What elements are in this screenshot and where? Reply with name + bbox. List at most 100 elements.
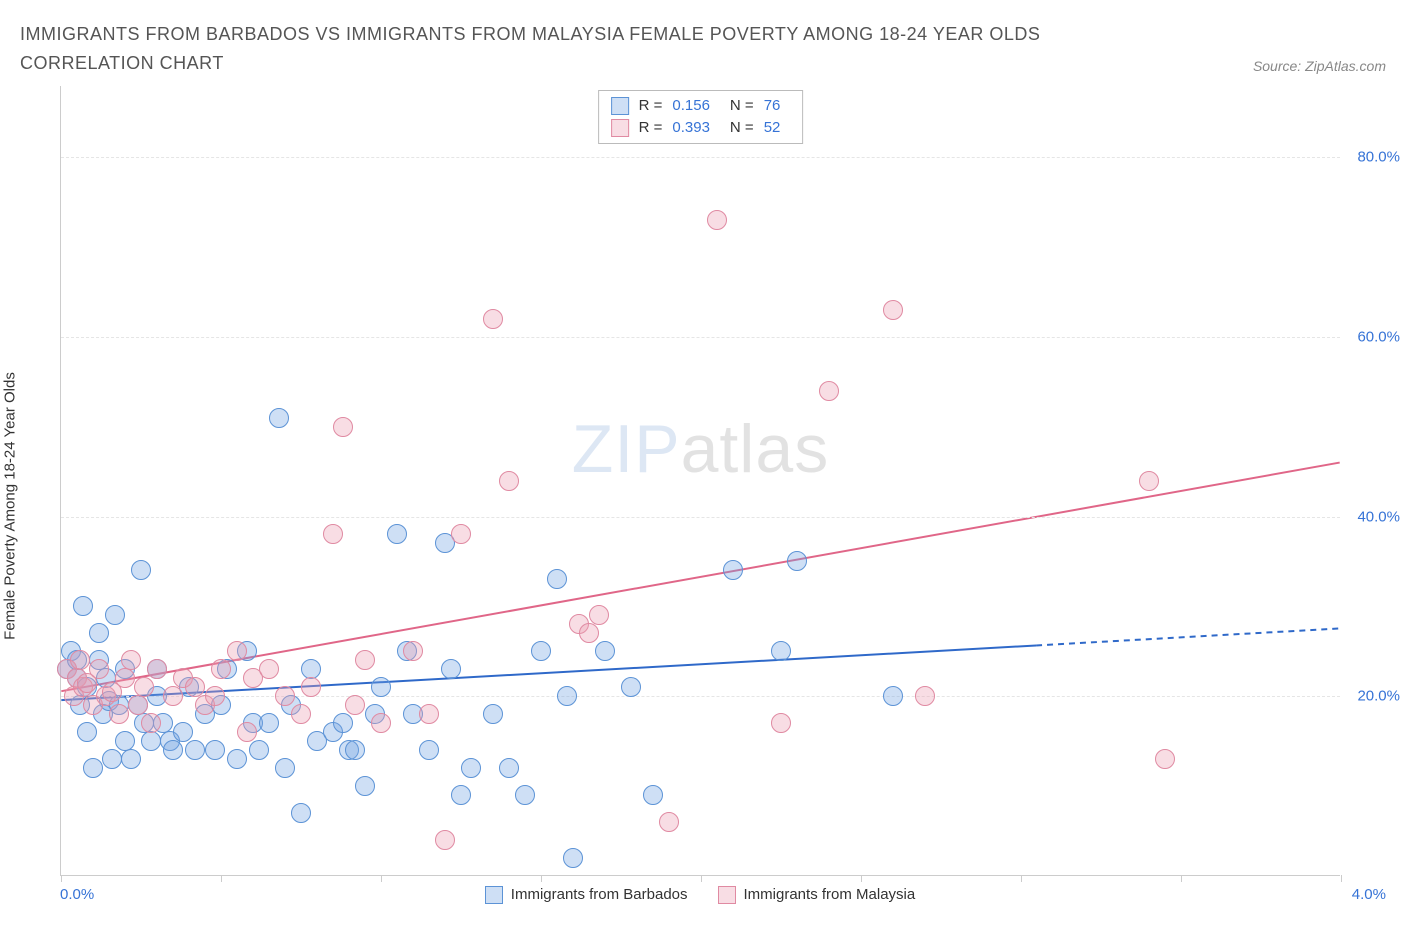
x-max-label: 4.0% [1352,886,1386,903]
data-point [483,309,503,329]
stat-n-value: 52 [764,119,781,136]
data-point [563,848,583,868]
data-point [121,650,141,670]
data-point [435,830,455,850]
stat-r-label: R = [639,97,663,114]
data-point [883,686,903,706]
data-point [141,731,161,751]
x-tick [541,875,542,882]
data-point [819,381,839,401]
data-point [1155,749,1175,769]
chart-container: IMMIGRANTS FROM BARBADOS VS IMMIGRANTS F… [20,20,1386,926]
data-point [291,803,311,823]
watermark-atlas: atlas [681,411,830,487]
data-point [579,623,599,643]
data-point [499,758,519,778]
data-point [371,677,391,697]
data-point [115,668,135,688]
data-point [915,686,935,706]
data-point [173,722,193,742]
data-point [595,641,615,661]
data-point [883,300,903,320]
data-point [419,704,439,724]
data-point [1139,471,1159,491]
data-point [355,776,375,796]
data-point [547,569,567,589]
data-point [643,785,663,805]
data-point [109,704,129,724]
data-point [249,740,269,760]
x-axis: 0.0% Immigrants from BarbadosImmigrants … [60,886,1340,916]
data-point [211,659,231,679]
data-point [77,722,97,742]
stat-r-value: 0.393 [672,119,710,136]
y-tick-label: 40.0% [1345,508,1400,525]
data-point [237,722,257,742]
data-point [227,641,247,661]
data-point [134,677,154,697]
data-point [121,749,141,769]
data-point [73,596,93,616]
header: IMMIGRANTS FROM BARBADOS VS IMMIGRANTS F… [20,20,1386,78]
data-point [259,659,279,679]
stat-n-label: N = [730,97,754,114]
data-point [355,650,375,670]
data-point [621,677,641,697]
legend-label: Immigrants from Barbados [511,886,688,903]
data-point [531,641,551,661]
data-point [483,704,503,724]
chart-title: IMMIGRANTS FROM BARBADOS VS IMMIGRANTS F… [20,20,1120,78]
stat-r-value: 0.156 [672,97,710,114]
gridline [61,157,1340,158]
stat-n-value: 76 [764,97,781,114]
stats-legend-row: R = 0.393 N = 52 [611,117,791,139]
y-axis-label: Female Poverty Among 18-24 Year Olds [2,372,19,640]
data-point [89,623,109,643]
data-point [105,605,125,625]
data-point [185,740,205,760]
source-label: Source: ZipAtlas.com [1253,58,1386,74]
data-point [323,524,343,544]
data-point [659,812,679,832]
data-point [128,695,148,715]
y-tick-label: 80.0% [1345,149,1400,166]
data-point [185,677,205,697]
data-point [301,677,321,697]
data-point [499,471,519,491]
data-point [515,785,535,805]
data-point [291,704,311,724]
stats-legend: R = 0.156 N = 76 R = 0.393 N = 52 [598,90,804,144]
data-point [787,551,807,571]
data-point [723,560,743,580]
stat-n-label: N = [730,119,754,136]
legend-swatch [485,886,503,904]
x-tick [381,875,382,882]
stats-legend-row: R = 0.156 N = 76 [611,95,791,117]
chart-area: Female Poverty Among 18-24 Year Olds ZIP… [20,86,1386,926]
data-point [589,605,609,625]
x-tick [1181,875,1182,882]
legend-swatch [611,119,629,137]
data-point [419,740,439,760]
legend-item: Immigrants from Malaysia [718,886,916,904]
gridline [61,337,1340,338]
data-point [707,210,727,230]
stat-r-label: R = [639,119,663,136]
data-point [89,659,109,679]
data-point [345,695,365,715]
x-tick [701,875,702,882]
data-point [259,713,279,733]
x-tick [221,875,222,882]
x-tick [61,875,62,882]
data-point [275,686,295,706]
data-point [333,417,353,437]
data-point [451,785,471,805]
x-tick [861,875,862,882]
data-point [275,758,295,778]
data-point [345,740,365,760]
watermark: ZIPatlas [572,410,829,488]
x-tick [1341,875,1342,882]
data-point [451,524,471,544]
data-point [141,713,161,733]
data-point [387,524,407,544]
